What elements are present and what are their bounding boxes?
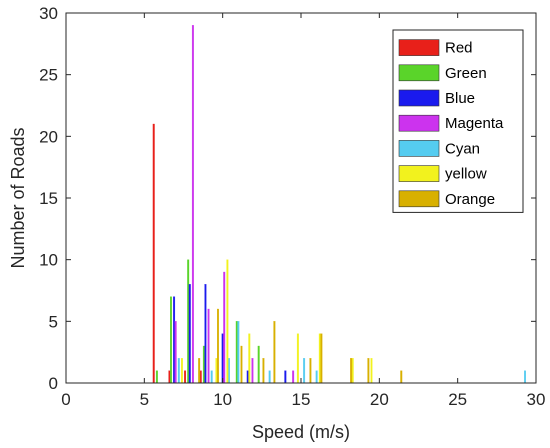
bar-green-0 <box>155 370 158 384</box>
y-tick-label: 15 <box>39 189 58 208</box>
y-tick-label: 25 <box>39 66 58 85</box>
bar-blue-0 <box>173 296 176 384</box>
legend-label-green: Green <box>445 65 487 82</box>
x-tick-label: 20 <box>370 390 389 409</box>
bar-orange-3 <box>262 358 265 384</box>
bar-green-3 <box>202 345 205 384</box>
y-tick-label: 0 <box>49 374 58 393</box>
legend-swatch-green <box>398 64 440 82</box>
bar-cyan-2 <box>227 358 230 384</box>
bar-green-1 <box>170 296 172 384</box>
bar-blue-3 <box>221 333 224 384</box>
bar-blue-4 <box>246 370 249 384</box>
bar-magenta-5 <box>292 370 295 384</box>
bar-magenta-1 <box>191 25 194 384</box>
x-tick-label: 25 <box>448 390 467 409</box>
bar-yellow-4 <box>296 333 299 384</box>
bar-red-2 <box>184 370 187 384</box>
x-tick-label: 0 <box>61 390 70 409</box>
x-tick-label: 30 <box>527 390 546 409</box>
axes-frame <box>65 12 537 384</box>
bar-orange-8 <box>367 358 370 384</box>
bar-orange-1 <box>217 308 219 384</box>
y-tick-label: 30 <box>39 4 58 23</box>
legend-label-blue: Blue <box>445 90 475 107</box>
bar-orange-9 <box>400 370 403 384</box>
bar-yellow-1 <box>215 358 218 384</box>
bar-red-0 <box>152 123 155 384</box>
bar-yellow-0 <box>180 358 183 384</box>
legend-swatch-blue <box>398 89 440 107</box>
bar-green-2 <box>187 259 190 384</box>
y-tick-label: 5 <box>49 312 58 331</box>
bar-cyan-3 <box>237 321 240 384</box>
bar-magenta-3 <box>223 271 226 384</box>
bar-magenta-0 <box>174 321 177 384</box>
series-yellow <box>180 259 373 384</box>
x-tick-labels: 0 5 10 15 20 25 30 <box>61 390 545 409</box>
bar-cyan-1 <box>210 370 213 384</box>
bar-cyan-7 <box>524 370 526 384</box>
y-tick-label: 10 <box>39 251 58 270</box>
y-axis-label: Number of Roads <box>8 127 28 268</box>
legend-swatch-magenta <box>398 114 440 132</box>
legend-label-red: Red <box>445 40 473 57</box>
series-cyan <box>177 321 526 384</box>
bar-orange-7 <box>350 358 353 384</box>
bar-yellow-3 <box>248 333 251 384</box>
bar-orange-6 <box>320 333 323 384</box>
legend-label-yellow: yellow <box>445 166 487 183</box>
bar-yellow-7 <box>370 358 373 384</box>
legend-label-magenta: Magenta <box>445 115 504 132</box>
x-tick-label: 15 <box>292 390 311 409</box>
legend-swatch-orange <box>398 190 440 208</box>
legend-label-cyan: Cyan <box>445 140 480 157</box>
legend-swatch-red <box>398 39 440 56</box>
legend-label-orange: Orange <box>445 191 495 208</box>
x-axis-label: Speed (m/s) <box>252 422 350 442</box>
bar-orange-4 <box>273 321 276 384</box>
bar-cyan-5 <box>303 358 306 384</box>
bar-yellow-6 <box>351 358 354 384</box>
bar-blue-1 <box>188 284 191 384</box>
bar-cyan-0 <box>177 358 180 384</box>
legend: Red Green Blue Magenta Cyan yellow Orange <box>392 29 524 213</box>
y-tick-label: 20 <box>39 127 58 146</box>
bar-cyan-4 <box>268 370 271 384</box>
bar-orange-0 <box>198 358 201 384</box>
bar-magenta-4 <box>251 358 254 384</box>
legend-swatch-yellow <box>398 165 440 182</box>
bar-blue-2 <box>204 284 207 384</box>
y-tick-labels: 0 5 10 15 20 25 30 <box>39 4 58 393</box>
bar-red-1 <box>168 370 171 384</box>
bar-yellow-2 <box>226 259 229 384</box>
bar-green-5 <box>257 345 260 384</box>
legend-swatch-cyan <box>398 140 440 157</box>
bar-green-4 <box>235 321 238 384</box>
bar-orange-5 <box>309 358 312 384</box>
x-tick-label: 10 <box>213 390 232 409</box>
x-tick-label: 5 <box>140 390 149 409</box>
bar-red-3 <box>199 370 202 384</box>
bar-yellow-5 <box>318 333 321 384</box>
bar-orange-2 <box>240 345 243 384</box>
bar-magenta-2 <box>207 308 210 384</box>
bar-blue-5 <box>284 370 287 384</box>
bar-cyan-6 <box>315 370 318 384</box>
